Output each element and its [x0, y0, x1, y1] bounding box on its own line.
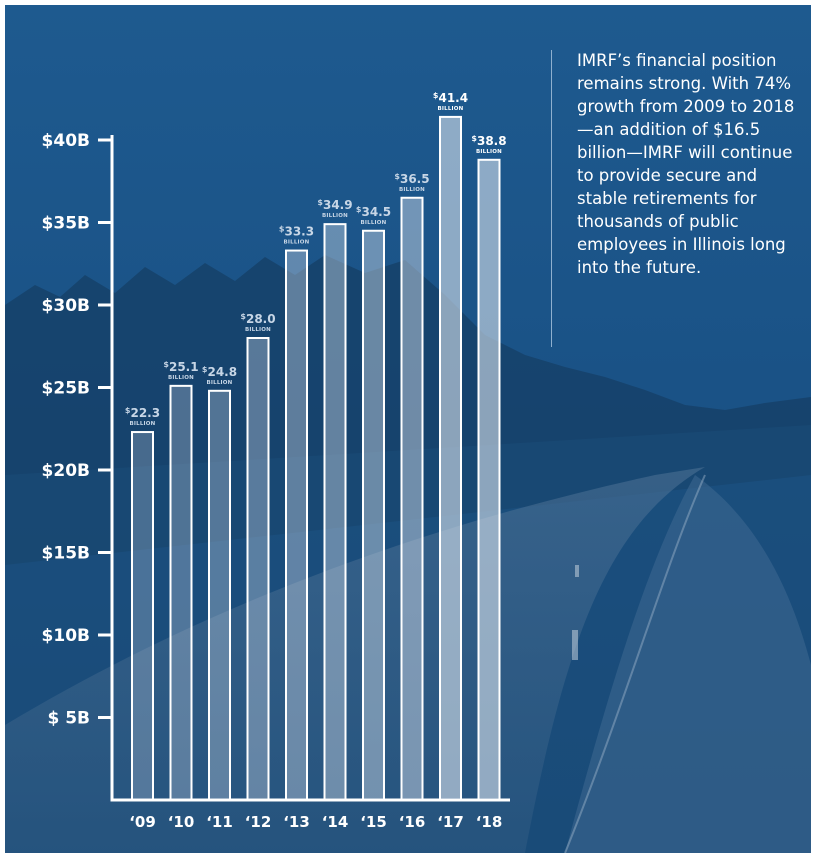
x-tick-label: ‘09	[129, 813, 156, 831]
annotation-divider	[551, 50, 552, 347]
data-label-unit: BILLION	[322, 213, 348, 219]
data-label-unit: BILLION	[168, 375, 194, 381]
y-tick-label: $40B	[42, 131, 90, 151]
data-label: $33.3	[279, 225, 314, 239]
data-label-unit: BILLION	[438, 106, 464, 112]
x-tick-label: ‘18	[476, 813, 503, 831]
data-label: $25.1	[163, 360, 198, 374]
chart-panel: $ 5B $10B $15B $20B $25B $30B $35B $40B $22.3 BIL…	[5, 5, 811, 853]
data-label-unit: BILLION	[284, 240, 310, 246]
y-tick-label: $ 5B	[47, 709, 90, 729]
bar	[439, 115, 462, 801]
data-label: $28.0	[240, 312, 275, 326]
data-label: $34.5	[356, 205, 391, 219]
bar	[131, 431, 154, 801]
x-tick-label: ‘13	[283, 813, 310, 831]
y-tick-label: $30B	[42, 296, 90, 316]
bar	[400, 196, 424, 801]
y-tick-label: $20B	[42, 461, 90, 481]
data-label-unit: BILLION	[361, 220, 387, 226]
data-label-unit: BILLION	[130, 421, 156, 427]
x-tick-label: ‘15	[360, 813, 387, 831]
y-tick-label: $25B	[42, 379, 90, 399]
data-label: $24.8	[202, 365, 237, 379]
x-tick-label: ‘14	[322, 813, 349, 831]
y-tick-label: $35B	[42, 214, 90, 234]
bar	[246, 337, 270, 801]
data-label: $34.9	[317, 198, 352, 212]
bar	[285, 249, 308, 802]
x-tick-label: ‘11	[206, 813, 233, 831]
x-tick-label: ‘10	[168, 813, 195, 831]
y-tick-label: $10B	[42, 626, 90, 646]
bar	[477, 158, 501, 802]
annotation-text: IMRF’s financial position remains strong…	[577, 51, 795, 277]
data-label-unit: BILLION	[245, 327, 271, 333]
bar	[208, 389, 231, 801]
y-tick-label: $15B	[42, 544, 90, 564]
data-label: $38.8	[471, 134, 506, 148]
bar-chart: $ 5B$10B$15B$20B$25B$30B$35B$40B$22.3BIL…	[42, 91, 510, 831]
data-label-unit: BILLION	[207, 380, 233, 386]
x-tick-label: ‘16	[399, 813, 426, 831]
data-label: $22.3	[125, 406, 160, 420]
bar	[169, 384, 193, 801]
road-background-image	[5, 5, 811, 853]
data-label-unit: BILLION	[399, 187, 425, 193]
x-tick-label: ‘17	[437, 813, 464, 831]
x-tick-label: ‘12	[245, 813, 272, 831]
data-label: $41.4	[433, 91, 468, 105]
data-label-unit: BILLION	[476, 149, 502, 155]
bar	[323, 223, 347, 801]
data-label: $36.5	[394, 172, 429, 186]
bar	[362, 229, 385, 801]
